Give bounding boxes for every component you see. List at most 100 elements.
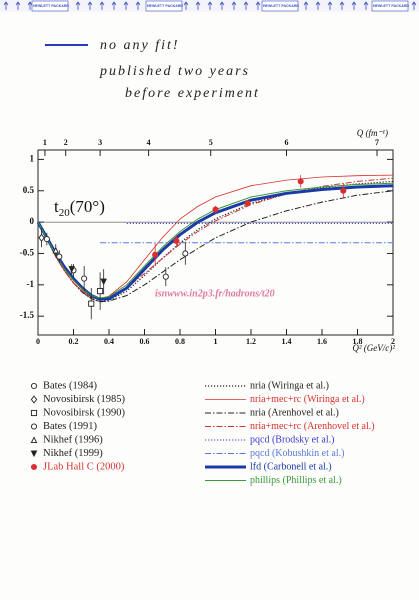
- header-arrow: [15, 1, 21, 10]
- x2-tick-label: 6: [285, 138, 289, 147]
- x2-tick-label: 4: [147, 138, 151, 147]
- header-arrow: [315, 1, 321, 10]
- x2-tick-label: 3: [98, 138, 102, 147]
- header-strip: [0, 0, 419, 12]
- header-arrow: [111, 1, 117, 10]
- header-arrow: [327, 1, 333, 10]
- point: [38, 233, 45, 242]
- header-arrow: [123, 1, 129, 10]
- header-arrow: [75, 1, 81, 10]
- header-arrow: [99, 1, 105, 10]
- legend-label: JLab Hall C (2000): [43, 461, 125, 472]
- x-tick-label: 0: [36, 337, 40, 346]
- legend-marker: [30, 409, 38, 417]
- x-tick-label: 2: [391, 337, 395, 346]
- header-arrow: [183, 1, 189, 10]
- x-axis-label: Q² (GeV/c)²: [352, 343, 395, 353]
- legend-label: Nikhef (1999): [43, 448, 103, 459]
- x-tick-label: 1: [214, 337, 218, 346]
- point: [162, 273, 169, 280]
- legend-label: Bates (1991): [43, 421, 97, 432]
- x2-tick-label: 5: [209, 138, 213, 147]
- header-arrow: [231, 1, 237, 10]
- header-arrow: [207, 1, 213, 10]
- x-tick-label: 0.2: [69, 337, 79, 346]
- y-tick-label: 0: [30, 216, 35, 226]
- title-part: t: [54, 197, 59, 216]
- note: before experiment: [125, 86, 260, 101]
- note: published two years: [99, 64, 250, 79]
- legend-marker: [30, 450, 38, 458]
- x-tick-label: 1.4: [282, 337, 292, 346]
- header-arrow: [303, 1, 309, 10]
- point: [182, 250, 189, 257]
- point: [100, 278, 108, 286]
- header-logo: [261, 0, 299, 12]
- header-arrow: [351, 1, 357, 10]
- header-logo-text: HEWLETT PACKARD: [33, 4, 69, 8]
- y-tick-label: -1.5: [20, 310, 35, 320]
- header-arrow: [411, 1, 417, 10]
- point: [43, 236, 50, 243]
- point: [88, 300, 95, 307]
- point: [97, 288, 104, 295]
- y-tick-label: 1: [30, 153, 35, 163]
- header-logo: [145, 0, 183, 12]
- legend-label: nria+mec+rc (Wiringa et al.): [250, 394, 365, 405]
- header-arrow: [339, 1, 345, 10]
- point: [56, 253, 63, 260]
- header-arrow: [195, 1, 201, 10]
- header-arrow: [255, 1, 261, 10]
- header-arrow: [3, 1, 9, 10]
- legend-label: nria+mec+rc (Arenhovel et al.): [250, 421, 375, 432]
- legend-label: pqcd (Brodsky et al.): [250, 434, 334, 445]
- point: [81, 275, 88, 282]
- header-arrow: [135, 1, 141, 10]
- legend-label: Nikhef (1996): [43, 434, 103, 445]
- point: [173, 237, 180, 244]
- legend-marker: [30, 423, 38, 430]
- header-arrow: [27, 1, 33, 10]
- header-logo-text: HEWLETT PACKARD: [147, 4, 183, 8]
- legend-label: Novosibirsk (1985): [43, 394, 125, 405]
- x-tick-label: 0.8: [175, 337, 185, 346]
- legend-marker: [30, 395, 38, 404]
- point: [212, 206, 219, 213]
- header-arrow: [243, 1, 249, 10]
- title-part: (70°): [70, 197, 105, 216]
- x-tick-label: 0.6: [140, 337, 150, 346]
- note: no any fit!: [100, 38, 180, 53]
- legend-label: Novosibirsk (1990): [43, 407, 125, 418]
- header-arrow: [219, 1, 225, 10]
- curve: [36, 184, 394, 301]
- header-logo-text: HEWLETT PACKARD: [263, 4, 299, 8]
- header-logo-text: HEWLETT PACKARD: [373, 4, 409, 8]
- point: [152, 251, 159, 258]
- y-tick-label: -1: [27, 279, 35, 289]
- x2-tick-label: 1: [43, 138, 47, 147]
- header-logo: [31, 0, 69, 12]
- legend-label: nria (Arenhovel et al.): [250, 407, 339, 418]
- title-part: 20: [59, 207, 71, 219]
- legend-label: lfd (Carbonell et al.): [250, 461, 332, 472]
- x-tick-label: 0.4: [104, 337, 114, 346]
- x2-axis-label: Q (fm⁻¹): [357, 128, 388, 138]
- point: [52, 246, 60, 254]
- legend-label: phillips (Phillips et al.): [250, 475, 342, 486]
- header-logo: [371, 0, 409, 12]
- x-tick-label: 1.6: [317, 337, 327, 346]
- chart-title: t20(70°): [54, 197, 105, 219]
- point: [297, 178, 304, 185]
- header-arrow: [363, 1, 369, 10]
- legend-label: nria (Wiringa et al.): [250, 380, 329, 391]
- x-tick-label: 1.2: [246, 337, 256, 346]
- curve: [37, 182, 394, 299]
- point: [244, 200, 251, 207]
- watermark: isnwww.in2p3.fr/hadrons/t20: [155, 288, 275, 299]
- x-tick-label: 1.8: [353, 337, 363, 346]
- point: [340, 187, 347, 194]
- legend-marker: [30, 436, 38, 444]
